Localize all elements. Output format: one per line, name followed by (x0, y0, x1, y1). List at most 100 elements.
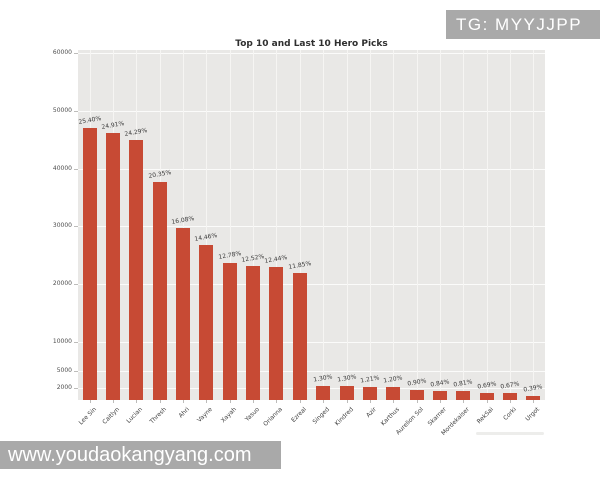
x-gridline (183, 50, 185, 400)
x-tick-label: Karthus (379, 406, 402, 428)
bar-caitlyn (106, 133, 121, 400)
bar-ahri (176, 227, 191, 400)
x-tick-mark (463, 400, 465, 403)
x-tick-label: Lucian (125, 406, 145, 425)
y-tick-label: 5000 (56, 367, 72, 375)
x-tick-label: Kindred (333, 406, 355, 428)
bar-mordekaiser (456, 391, 471, 400)
bar-ezreal (292, 273, 307, 400)
bar-aurelion-sol (409, 390, 424, 400)
x-tick-label: Ezreal (289, 406, 308, 424)
y-tick-mark (74, 371, 78, 373)
bar-lucian (129, 140, 144, 400)
x-tick-label: Yasuo (244, 406, 262, 424)
x-tick-mark (486, 400, 488, 403)
x-tick-mark (439, 400, 441, 403)
x-gridline (533, 50, 535, 400)
y-tick-label: 60000 (52, 48, 72, 56)
y-gridline (78, 168, 545, 170)
x-tick-mark (369, 400, 371, 403)
bar-lee-sin (82, 128, 97, 400)
x-tick-label: Orianna (262, 406, 285, 428)
x-tick-mark (159, 400, 161, 403)
y-tick-label: 2000 (56, 384, 72, 392)
x-tick-mark (533, 400, 535, 403)
x-tick-mark (276, 400, 278, 403)
y-gridline (78, 342, 545, 344)
y-gridline (78, 284, 545, 286)
bottom-watermark-text: www.youdaokangyang.com (8, 443, 252, 466)
x-gridline (323, 50, 325, 400)
x-gridline (346, 50, 348, 400)
chart-figure: Top 10 and Last 10 Hero Picks 2000 5000 10… (53, 39, 545, 437)
x-tick-mark (89, 400, 91, 403)
x-tick-mark (113, 400, 115, 403)
x-tick-mark (393, 400, 395, 403)
x-tick-label: RekSai (475, 406, 495, 426)
x-tick-label: Lee Sin (77, 406, 98, 427)
y-tick-mark (74, 110, 78, 112)
plot-area: 2000 5000 10000 20000 30000 40000 50000 60000 25… (53, 49, 545, 437)
x-tick-mark (346, 400, 348, 403)
bar-kindred (339, 386, 354, 400)
bar-xayah (222, 263, 237, 400)
x-gridline (276, 50, 278, 400)
top-watermark-text: TG: MYYJJPP (456, 14, 583, 34)
bar-reksai (479, 392, 494, 400)
bar-vayne (199, 245, 214, 400)
watermark-smudge (476, 432, 544, 435)
y-tick-label: 50000 (52, 106, 72, 114)
x-gridline (369, 50, 371, 400)
x-gridline (229, 50, 231, 400)
y-gridline (78, 226, 545, 228)
bar-skarner (432, 391, 447, 400)
x-tick-mark (416, 400, 418, 403)
x-tick-mark (323, 400, 325, 403)
x-tick-mark (136, 400, 138, 403)
bar-yasuo (246, 266, 261, 400)
x-tick-label: Thresh (148, 406, 168, 426)
x-gridline (486, 50, 488, 400)
bar-azir (362, 387, 377, 400)
y-tick-mark (74, 342, 78, 344)
x-tick-mark (229, 400, 231, 403)
bar-urgot (526, 395, 541, 400)
x-gridline (393, 50, 395, 400)
x-tick-label: Azir (364, 406, 378, 420)
chart-title: Top 10 and Last 10 Hero Picks (235, 39, 388, 49)
y-tick-mark (74, 284, 78, 286)
x-gridline (206, 50, 208, 400)
x-tick-label: Xayah (219, 406, 238, 425)
x-tick-mark (299, 400, 301, 403)
x-tick-label: Singed (311, 406, 332, 426)
x-tick-label: Vayne (196, 406, 215, 424)
top-watermark-badge: TG: MYYJJPP (446, 10, 600, 39)
y-gridline (78, 110, 545, 112)
x-tick-label: Ahri (177, 406, 192, 420)
x-gridline (439, 50, 441, 400)
y-gridline (78, 388, 545, 390)
y-tick-label: 20000 (52, 280, 72, 288)
bottom-watermark-bar: www.youdaokangyang.com (0, 441, 281, 469)
bar-singed (316, 386, 331, 400)
y-tick-label: 40000 (52, 164, 72, 172)
bar-karthus (386, 387, 401, 400)
x-tick-mark (183, 400, 185, 403)
y-tick-mark (74, 52, 78, 54)
x-gridline (416, 50, 418, 400)
x-tick-mark (206, 400, 208, 403)
bar-orianna (269, 266, 284, 400)
y-tick-mark (74, 168, 78, 170)
y-tick-label: 10000 (52, 338, 72, 346)
x-tick-mark (509, 400, 511, 403)
x-gridline (253, 50, 255, 400)
x-tick-label: Corki (502, 406, 518, 422)
x-tick-label: Skarner (426, 406, 448, 428)
y-tick-label: 30000 (52, 222, 72, 230)
x-tick-mark (253, 400, 255, 403)
x-tick-label: Caitlyn (101, 406, 121, 426)
bar-corki (502, 392, 517, 400)
y-gridline (78, 371, 545, 373)
y-tick-mark (74, 388, 78, 390)
